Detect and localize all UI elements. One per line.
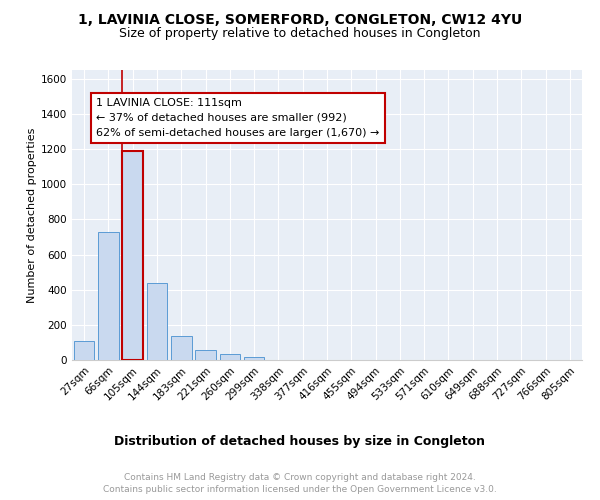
Text: 1 LAVINIA CLOSE: 111sqm
← 37% of detached houses are smaller (992)
62% of semi-d: 1 LAVINIA CLOSE: 111sqm ← 37% of detache…	[96, 98, 380, 138]
Bar	[244, 358, 265, 360]
Bar	[220, 354, 240, 360]
Bar	[146, 282, 167, 360]
Bar	[122, 151, 143, 360]
Bar	[98, 232, 119, 360]
Text: Contains HM Land Registry data © Crown copyright and database right 2024.: Contains HM Land Registry data © Crown c…	[124, 472, 476, 482]
Text: Distribution of detached houses by size in Congleton: Distribution of detached houses by size …	[115, 435, 485, 448]
Text: 1, LAVINIA CLOSE, SOMERFORD, CONGLETON, CW12 4YU: 1, LAVINIA CLOSE, SOMERFORD, CONGLETON, …	[78, 12, 522, 26]
Y-axis label: Number of detached properties: Number of detached properties	[27, 128, 37, 302]
Bar	[74, 340, 94, 360]
Text: Contains public sector information licensed under the Open Government Licence v3: Contains public sector information licen…	[103, 485, 497, 494]
Bar	[195, 350, 216, 360]
Bar	[171, 336, 191, 360]
Text: Size of property relative to detached houses in Congleton: Size of property relative to detached ho…	[119, 28, 481, 40]
